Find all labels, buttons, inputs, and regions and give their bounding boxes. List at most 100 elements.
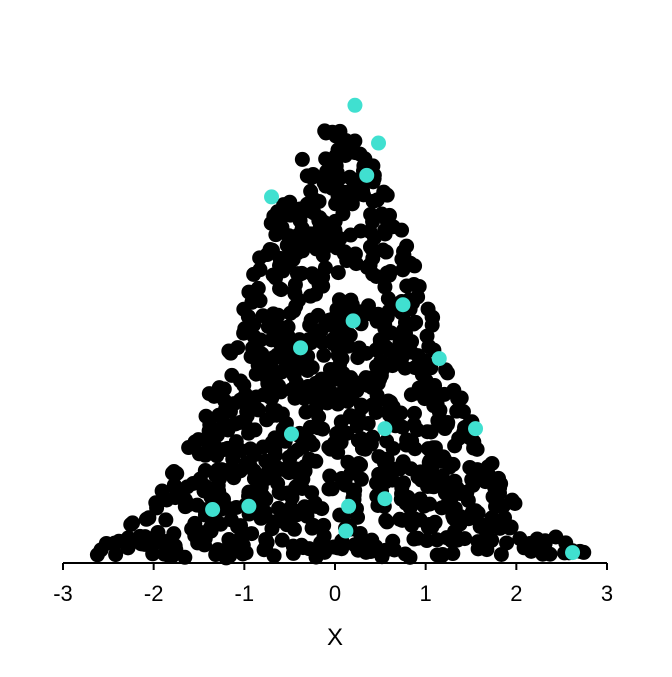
data-point — [277, 503, 293, 519]
data-point — [256, 387, 272, 403]
data-point — [148, 495, 164, 511]
data-point — [368, 342, 384, 358]
data-point — [365, 214, 381, 230]
highlighted-data-point — [565, 545, 581, 561]
data-point — [184, 439, 200, 455]
data-point — [224, 367, 240, 383]
data-point — [453, 509, 469, 525]
data-point — [351, 456, 367, 472]
data-point — [252, 262, 268, 278]
data-point — [396, 475, 412, 491]
data-point — [230, 340, 246, 356]
data-point — [256, 542, 272, 558]
data-point — [325, 311, 341, 327]
highlighted-data-point — [264, 189, 280, 205]
data-point — [479, 526, 495, 542]
data-point — [477, 474, 493, 490]
data-point — [298, 404, 314, 420]
highlighted-data-point — [205, 502, 221, 517]
data-point — [403, 387, 419, 403]
data-point — [274, 364, 290, 380]
data-point — [166, 526, 182, 542]
data-point — [261, 460, 277, 476]
data-point — [294, 220, 310, 236]
data-point — [274, 219, 290, 235]
data-point — [318, 151, 334, 167]
data-point — [332, 231, 348, 247]
highlighted-data-point — [377, 421, 393, 437]
data-point — [385, 441, 401, 456]
data-point — [190, 535, 206, 551]
data-point — [321, 439, 337, 455]
data-point — [321, 481, 337, 497]
data-point — [212, 470, 228, 486]
data-point — [328, 180, 344, 196]
data-point — [265, 267, 281, 283]
data-point — [316, 517, 332, 533]
data-point — [427, 514, 443, 530]
data-point — [177, 492, 193, 508]
data-point — [336, 246, 352, 262]
data-point — [387, 349, 403, 365]
data-point — [108, 547, 124, 563]
data-point — [228, 434, 244, 450]
data-point — [316, 528, 332, 544]
data-point — [406, 405, 422, 421]
data-point — [185, 475, 201, 491]
highlighted-data-point — [377, 491, 393, 507]
data-point — [523, 543, 539, 559]
data-point — [535, 546, 551, 562]
data-point — [251, 364, 267, 380]
data-point — [120, 534, 136, 550]
data-point — [368, 396, 384, 412]
data-point — [216, 381, 232, 397]
data-point — [244, 526, 260, 542]
highlighted-data-point — [359, 167, 375, 183]
data-point — [403, 461, 419, 477]
data-point — [492, 485, 508, 501]
data-point — [246, 447, 262, 463]
data-point — [302, 419, 318, 435]
data-point — [350, 375, 366, 391]
data-point — [273, 384, 289, 400]
data-point — [286, 521, 302, 537]
data-point — [407, 258, 423, 274]
data-point — [350, 408, 366, 424]
data-point — [379, 514, 395, 530]
x-tick-label: 1 — [420, 581, 432, 606]
data-point — [502, 520, 518, 536]
data-point — [280, 257, 296, 273]
x-tick-label: -1 — [235, 581, 255, 606]
data-point — [299, 508, 315, 524]
data-point — [246, 317, 262, 333]
x-tick-label: -3 — [53, 581, 73, 606]
data-point — [295, 471, 311, 487]
data-point — [299, 168, 315, 184]
data-point — [227, 416, 243, 432]
data-point — [280, 485, 296, 501]
data-point — [420, 359, 436, 375]
data-point — [299, 196, 315, 212]
data-point — [223, 512, 239, 528]
highlighted-data-point — [345, 313, 361, 329]
data-point — [161, 548, 177, 564]
data-point — [470, 541, 486, 557]
data-point — [289, 245, 305, 261]
data-point — [266, 514, 282, 530]
data-point — [455, 404, 471, 420]
data-point — [297, 458, 313, 474]
data-point — [507, 495, 523, 511]
data-point — [399, 238, 415, 254]
data-point — [273, 282, 289, 298]
data-point — [493, 546, 509, 562]
data-point — [512, 531, 528, 547]
data-point — [433, 453, 449, 469]
data-point — [377, 468, 393, 484]
data-point — [329, 426, 345, 442]
data-point — [330, 396, 346, 412]
data-point — [287, 277, 303, 293]
points-layer — [89, 97, 592, 566]
data-point — [421, 454, 437, 470]
